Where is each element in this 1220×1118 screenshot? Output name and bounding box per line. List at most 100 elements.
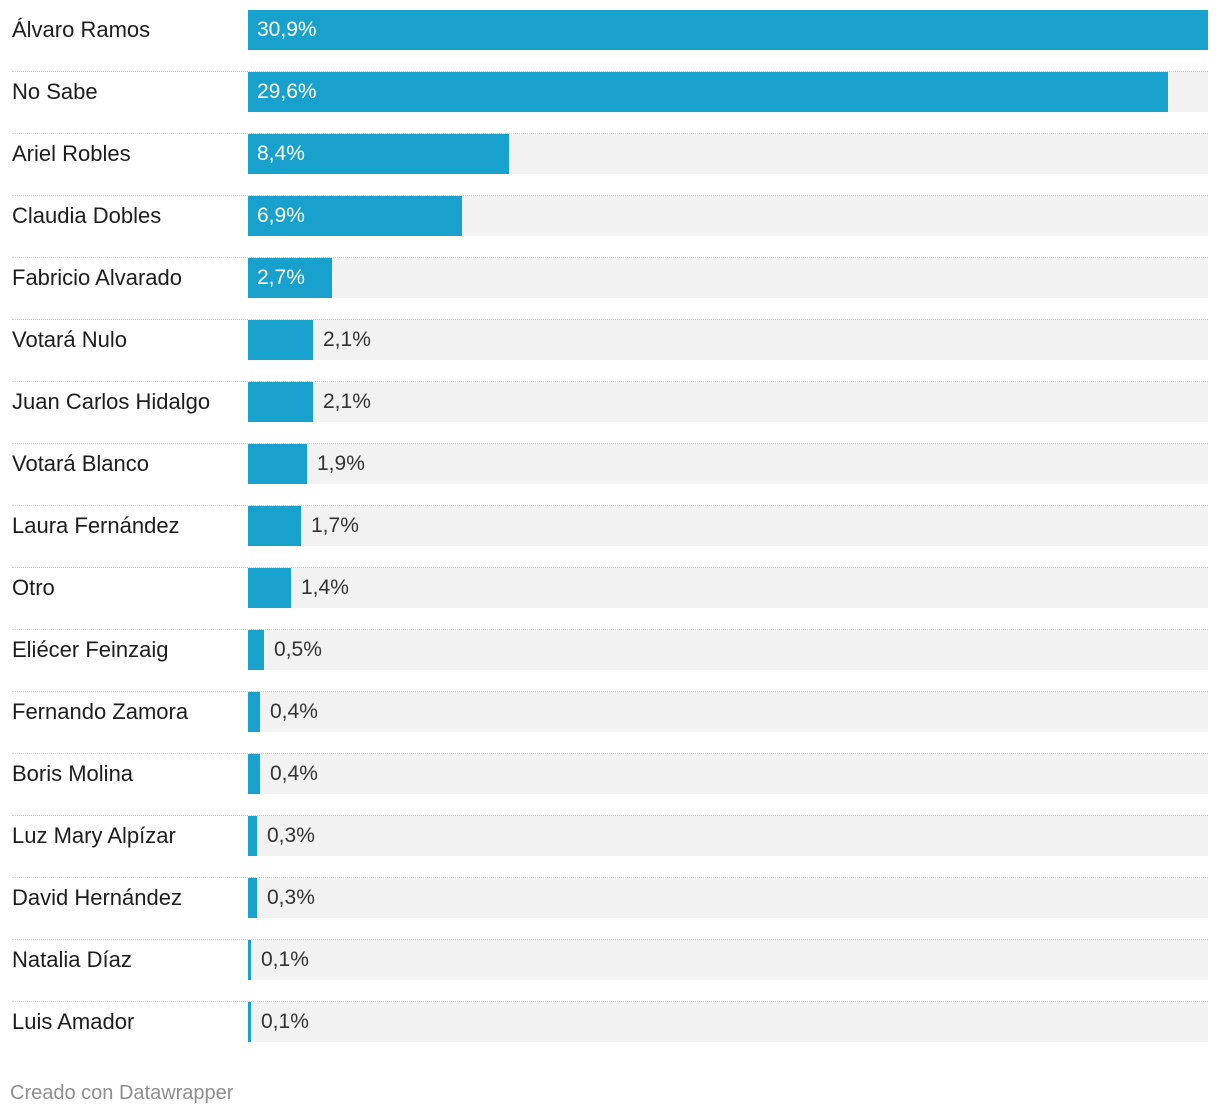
- value-label: 1,9%: [317, 452, 365, 475]
- category-label: Juan Carlos Hidalgo: [12, 389, 211, 414]
- bar-track: 2,1%: [248, 382, 1208, 422]
- bar: [248, 258, 332, 298]
- value-label: 2,1%: [323, 390, 371, 413]
- bar-track: 0,3%: [248, 878, 1208, 918]
- chart-row: Votará Nulo 2,1%: [12, 320, 1208, 382]
- bar: [248, 692, 260, 732]
- row-divider: [12, 443, 1208, 444]
- value-label: 30,9%: [257, 18, 317, 41]
- category-label: Fernando Zamora: [12, 699, 189, 724]
- row-divider: [12, 629, 1208, 630]
- bar: [248, 134, 509, 174]
- chart-row: Luz Mary Alpízar 0,3%: [12, 816, 1208, 878]
- chart-row: Fernando Zamora 0,4%: [12, 692, 1208, 754]
- category-label: Eliécer Feinzaig: [12, 637, 169, 662]
- category-label: Ariel Robles: [12, 141, 131, 166]
- bar: [248, 568, 291, 608]
- bar-track: 1,9%: [248, 444, 1208, 484]
- bar-track: 0,4%: [248, 754, 1208, 794]
- bar: [248, 940, 251, 980]
- bar-track: 0,1%: [248, 1002, 1208, 1042]
- bar-track: 2,1%: [248, 320, 1208, 360]
- bar-track: 0,5%: [248, 630, 1208, 670]
- bar: [248, 1002, 251, 1042]
- bar: [248, 630, 264, 670]
- value-label: 0,5%: [274, 638, 322, 661]
- value-label: 1,4%: [301, 576, 349, 599]
- category-label: David Hernández: [12, 885, 182, 910]
- category-label: Claudia Dobles: [12, 203, 162, 228]
- value-label: 0,3%: [267, 824, 315, 847]
- row-divider: [12, 877, 1208, 878]
- bar-track: 6,9%: [248, 196, 1208, 236]
- bar-track: 29,6%: [248, 72, 1208, 112]
- value-label: 0,1%: [261, 948, 309, 971]
- chart-row: Boris Molina 0,4%: [12, 754, 1208, 816]
- chart-row: Luis Amador 0,1%: [12, 1002, 1208, 1064]
- value-label: 8,4%: [257, 142, 305, 165]
- chart-row: Juan Carlos Hidalgo 2,1%: [12, 382, 1208, 444]
- chart-row: Otro 1,4%: [12, 568, 1208, 630]
- row-divider: [12, 505, 1208, 506]
- value-label: 1,7%: [311, 514, 359, 537]
- chart-row: Álvaro Ramos 30,9%: [12, 10, 1208, 72]
- chart-row: Fabricio Alvarado 2,7%: [12, 258, 1208, 320]
- chart-row: Laura Fernández 1,7%: [12, 506, 1208, 568]
- bar: [248, 754, 260, 794]
- category-label: Votará Nulo: [12, 327, 127, 352]
- category-label: Boris Molina: [12, 761, 134, 786]
- row-divider: [12, 195, 1208, 196]
- chart-row: No Sabe 29,6%: [12, 72, 1208, 134]
- chart-row: Claudia Dobles 6,9%: [12, 196, 1208, 258]
- row-divider: [12, 381, 1208, 382]
- value-label: 0,1%: [261, 1010, 309, 1033]
- bar-track: 8,4%: [248, 134, 1208, 174]
- value-label: 6,9%: [257, 204, 305, 227]
- bar: [248, 816, 257, 856]
- bar-track: 1,4%: [248, 568, 1208, 608]
- credit-footer[interactable]: Creado con Datawrapper: [10, 1082, 234, 1104]
- bar: [248, 72, 1168, 112]
- bar-track: 0,1%: [248, 940, 1208, 980]
- category-label: Fabricio Alvarado: [12, 265, 182, 290]
- row-divider: [12, 691, 1208, 692]
- row-divider: [12, 1001, 1208, 1002]
- bar: [248, 444, 307, 484]
- category-label: Otro: [12, 575, 55, 600]
- category-label: Luis Amador: [12, 1009, 135, 1034]
- bar: [248, 878, 257, 918]
- category-label: Álvaro Ramos: [12, 17, 151, 42]
- value-label: 0,3%: [267, 886, 315, 909]
- category-label: No Sabe: [12, 79, 98, 104]
- value-label: 0,4%: [270, 762, 318, 785]
- row-divider: [12, 257, 1208, 258]
- bar: [248, 506, 301, 546]
- row-divider: [12, 815, 1208, 816]
- chart-row: Votará Blanco 1,9%: [12, 444, 1208, 506]
- value-label: 0,4%: [270, 700, 318, 723]
- row-divider: [12, 939, 1208, 940]
- chart-row: Natalia Díaz 0,1%: [12, 940, 1208, 1002]
- bar-track: 1,7%: [248, 506, 1208, 546]
- row-divider: [12, 753, 1208, 754]
- value-label: 29,6%: [257, 80, 317, 103]
- chart-row: Eliécer Feinzaig 0,5%: [12, 630, 1208, 692]
- bar-track: 0,3%: [248, 816, 1208, 856]
- row-divider: [12, 71, 1208, 72]
- category-label: Natalia Díaz: [12, 947, 132, 972]
- bar: [248, 196, 462, 236]
- row-divider: [12, 133, 1208, 134]
- bar-track: 2,7%: [248, 258, 1208, 298]
- category-label: Luz Mary Alpízar: [12, 823, 176, 848]
- chart-row: David Hernández 0,3%: [12, 878, 1208, 940]
- value-label: 2,1%: [323, 328, 371, 351]
- category-label: Laura Fernández: [12, 513, 180, 538]
- chart-row: Ariel Robles 8,4%: [12, 134, 1208, 196]
- bar: [248, 10, 1208, 50]
- row-divider: [12, 319, 1208, 320]
- category-label: Votará Blanco: [12, 451, 149, 476]
- bar-track: 30,9%: [248, 10, 1208, 50]
- bar-track: 0,4%: [248, 692, 1208, 732]
- bar: [248, 320, 313, 360]
